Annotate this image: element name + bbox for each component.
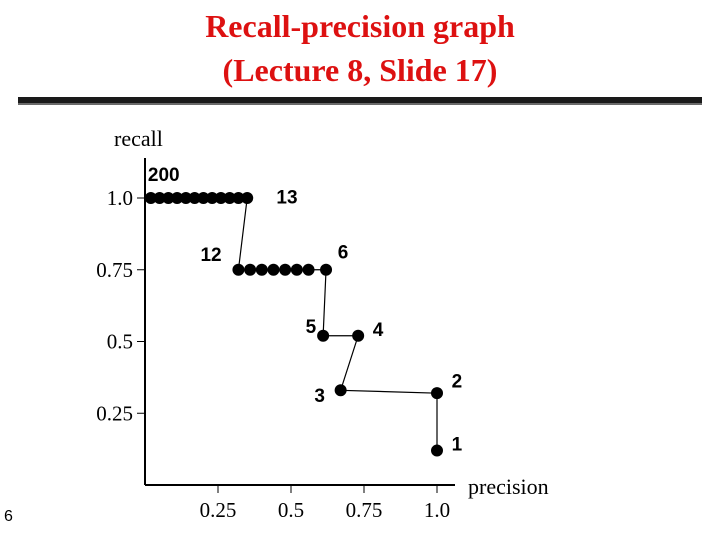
data-point <box>244 263 257 276</box>
data-point <box>232 192 245 204</box>
y-axis-title: recall <box>114 126 163 151</box>
y-tick-label: 0.5 <box>107 330 133 354</box>
data-point <box>171 192 184 204</box>
data-point <box>255 263 268 276</box>
chart-axes <box>144 158 455 486</box>
data-point <box>223 192 236 204</box>
slide-title-line2: (Lecture 8, Slide 17) <box>222 52 498 88</box>
data-point <box>317 329 330 342</box>
data-point <box>302 263 315 276</box>
data-point <box>232 263 245 276</box>
point-label: 2 <box>452 371 463 392</box>
title-divider <box>18 97 702 103</box>
x-tick-label: 0.25 <box>200 498 237 522</box>
point-label: 200 <box>148 165 180 186</box>
point-label: 4 <box>373 320 384 341</box>
slide-title-line1: Recall-precision graph <box>205 8 515 44</box>
data-point <box>197 192 210 204</box>
y-tick-label: 0.75 <box>96 258 133 282</box>
data-point <box>162 192 175 204</box>
point-label: 3 <box>314 386 325 407</box>
data-point <box>144 192 157 204</box>
data-point <box>153 192 166 204</box>
point-label: 12 <box>200 245 221 266</box>
data-point <box>179 192 192 204</box>
title-divider-shadow <box>18 103 702 105</box>
data-point <box>352 329 365 342</box>
x-tick-label: 0.75 <box>346 498 383 522</box>
point-label: 6 <box>338 242 349 263</box>
point-label: 1 <box>452 435 463 456</box>
data-point <box>279 263 292 276</box>
data-point <box>431 387 443 400</box>
data-points <box>144 192 443 457</box>
y-tick-label: 0.25 <box>96 401 133 425</box>
data-point <box>206 192 219 204</box>
recall-precision-step-line <box>150 197 438 451</box>
data-point <box>267 263 280 276</box>
point-label: 5 <box>306 317 317 338</box>
data-point <box>431 444 443 457</box>
data-point <box>241 192 254 204</box>
slide-number: 6 <box>4 508 13 525</box>
data-point <box>214 192 227 204</box>
point-annotations: 200 13 12 6 5 4 3 2 1 <box>148 165 463 456</box>
x-tick-label: 1.0 <box>424 498 450 522</box>
data-point <box>334 384 347 397</box>
x-axis-title: precision <box>468 474 549 499</box>
x-tick-label: 0.5 <box>278 498 304 522</box>
step-line <box>150 197 438 451</box>
data-point <box>320 263 333 276</box>
data-point <box>188 192 201 204</box>
data-point <box>290 263 303 276</box>
point-label: 13 <box>276 188 297 209</box>
y-tick-label: 1.0 <box>107 186 133 210</box>
chart-ticks: 0.25 0.5 0.75 1.0 1.0 0.75 0.5 0.25 <box>96 186 450 522</box>
